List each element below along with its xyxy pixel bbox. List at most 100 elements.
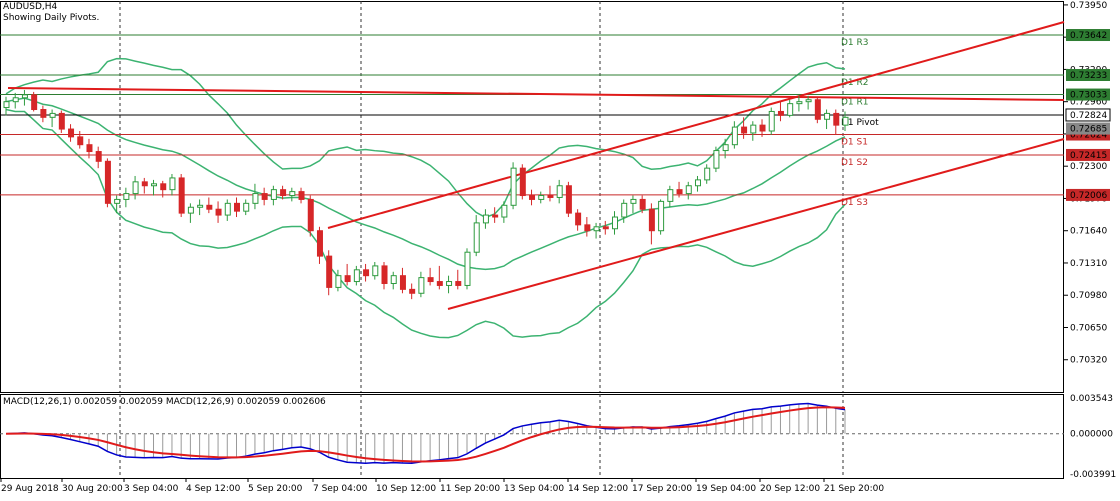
candle-body — [316, 230, 323, 257]
candle-body — [353, 269, 360, 283]
candle-body — [21, 94, 28, 99]
pivot-note: Showing Daily Pivots. — [3, 13, 100, 23]
candle-body — [519, 167, 526, 197]
candle-body — [658, 200, 665, 232]
pivot-price-value: 0.72624 — [1070, 131, 1107, 141]
candle-body — [77, 136, 84, 146]
candle-body — [114, 198, 121, 204]
candle-body — [805, 99, 812, 103]
y-tick-label: 0.71310 — [1070, 259, 1107, 269]
candle-body — [418, 277, 425, 294]
bollinger-upper — [5, 57, 846, 219]
candle-body — [68, 128, 75, 138]
candle-body — [713, 150, 720, 169]
pivot-label: D1 R3 — [841, 38, 869, 48]
candle-body — [593, 226, 600, 232]
y-tick-label: 0.72300 — [1070, 162, 1107, 172]
candle-body — [538, 195, 545, 200]
candle-body — [436, 281, 443, 286]
candle-body — [427, 277, 434, 283]
candle-body — [187, 206, 194, 214]
x-tick-label: 29 Aug 2018 — [1, 484, 59, 494]
candle-body — [722, 144, 729, 152]
candle-body — [31, 94, 38, 111]
candle-body — [667, 189, 674, 202]
pivot-label: D1 S3 — [841, 198, 868, 208]
candle-body — [464, 251, 471, 286]
candle-body — [86, 144, 93, 153]
candle-body — [326, 255, 333, 288]
candle-body — [676, 189, 683, 195]
symbol-label: AUDUSD,H4 — [3, 2, 58, 12]
current-price-value: 0.72685 — [1070, 125, 1107, 135]
candle-body — [621, 202, 628, 218]
candle-body — [40, 109, 47, 118]
candle-body — [399, 275, 406, 290]
candle-body — [151, 183, 158, 187]
candle-body — [833, 112, 840, 126]
candle-body — [307, 198, 314, 232]
candle-body — [704, 167, 711, 181]
candle-body — [95, 151, 102, 162]
x-tick-label: 30 Aug 20:00 — [62, 484, 123, 494]
candle-body — [648, 208, 655, 232]
candle-body — [233, 202, 240, 212]
candle-body — [123, 193, 130, 200]
pivot-price-tag — [1066, 29, 1110, 42]
candle-body — [252, 193, 259, 204]
candle-body — [298, 191, 305, 200]
x-tick-label: 4 Sep 12:00 — [186, 484, 241, 494]
macd-y-label: 0.000000 — [1070, 430, 1113, 440]
candle-body — [446, 281, 453, 286]
candle-body — [565, 185, 572, 214]
candle-body — [49, 112, 56, 118]
candle-body — [409, 288, 416, 294]
pivot-price-value: 0.73642 — [1070, 31, 1107, 41]
candle-body — [160, 183, 167, 191]
current-price-tag — [1066, 122, 1110, 135]
candle-body — [455, 281, 462, 286]
candle-body — [510, 167, 517, 206]
candle-body — [344, 275, 351, 283]
candle-body — [796, 101, 803, 105]
candle-body — [215, 208, 222, 216]
candle-body — [750, 124, 757, 134]
bollinger-middle — [5, 97, 846, 271]
pivot-price-value: 0.72824 — [1070, 111, 1107, 121]
trend-line — [447, 138, 1065, 310]
pivot-price-value: 0.72006 — [1070, 191, 1107, 201]
x-tick-label: 3 Sep 04:00 — [124, 484, 179, 494]
candle-body — [270, 189, 277, 200]
candle-body — [575, 212, 582, 226]
candle-body — [741, 126, 748, 134]
candle-body — [501, 204, 508, 218]
candle-body — [787, 103, 794, 116]
pivot-price-tag — [1066, 68, 1110, 81]
candle-body — [612, 216, 619, 230]
x-tick-label: 21 Sep 20:00 — [824, 484, 884, 494]
macd-y-label: 0.003543 — [1070, 394, 1113, 404]
candle-body — [280, 189, 287, 197]
pivot-price-tag — [1066, 188, 1110, 201]
pivot-price-tag — [1065, 108, 1111, 122]
price-pane-frame — [0, 1, 1064, 393]
pivot-price-tag — [1066, 88, 1110, 101]
candle-body — [335, 275, 342, 288]
candle-body — [363, 269, 370, 277]
pivot-price-value: 0.73033 — [1070, 91, 1107, 101]
candle-body — [206, 204, 213, 210]
candle-body — [169, 177, 176, 191]
x-tick-label: 7 Sep 04:00 — [313, 484, 368, 494]
candle-body — [824, 112, 831, 120]
candle-body — [842, 116, 849, 126]
pivot-label: D1 R2 — [841, 78, 869, 88]
x-tick-label: 5 Sep 20:00 — [248, 484, 303, 494]
candle-body — [243, 202, 250, 212]
candle-body — [289, 191, 296, 197]
candle-body — [639, 198, 646, 210]
candle-body — [224, 202, 231, 216]
pivot-price-value: 0.73233 — [1070, 71, 1107, 81]
candle-body — [58, 112, 65, 130]
candle-body — [372, 265, 379, 277]
